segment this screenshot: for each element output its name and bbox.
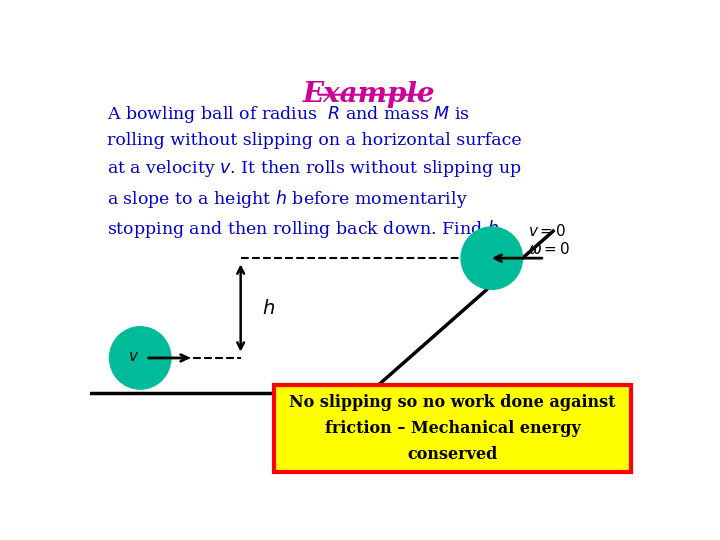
Text: Example: Example xyxy=(302,82,436,109)
Text: $v = 0$: $v = 0$ xyxy=(528,223,567,239)
Ellipse shape xyxy=(109,327,171,389)
Text: No slipping so no work done against
friction – Mechanical energy
conserved: No slipping so no work done against fric… xyxy=(289,394,616,463)
Text: $v$: $v$ xyxy=(128,350,139,364)
Text: $h$: $h$ xyxy=(262,299,275,318)
Text: A bowling ball of radius  $R$ and mass $M$ is
rolling without slipping on a hori: A bowling ball of radius $R$ and mass $M… xyxy=(107,104,521,240)
FancyBboxPatch shape xyxy=(274,385,631,472)
Ellipse shape xyxy=(461,227,523,289)
Text: $\omega = 0$: $\omega = 0$ xyxy=(528,241,570,257)
